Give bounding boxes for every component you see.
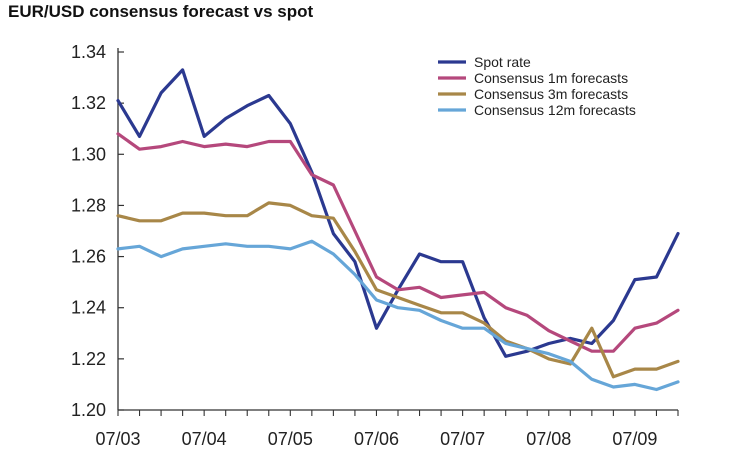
plot-lines (116, 68, 680, 392)
chart-title: EUR/USD consensus forecast vs spot (8, 2, 314, 21)
x-tick-label: 07/04 (182, 429, 227, 449)
x-tick-label: 07/07 (440, 429, 485, 449)
y-tick-label: 1.26 (71, 247, 106, 267)
y-tick-label: 1.34 (71, 42, 106, 62)
legend-label: Spot rate (474, 54, 531, 70)
x-tick-label: 07/09 (612, 429, 657, 449)
y-tick-label: 1.32 (71, 93, 106, 113)
legend-label: Consensus 3m forecasts (474, 86, 628, 102)
legend-label: Consensus 1m forecasts (474, 70, 628, 86)
y-tick-label: 1.24 (71, 298, 106, 318)
y-tick-label: 1.20 (71, 400, 106, 420)
x-tick-label: 07/05 (268, 429, 313, 449)
x-tick-label: 07/03 (95, 429, 140, 449)
x-tick-label: 07/06 (354, 429, 399, 449)
series-line-1 (116, 132, 680, 353)
y-tick-label: 1.22 (71, 349, 106, 369)
y-tick-label: 1.30 (71, 144, 106, 164)
axes: 1.20 1.22 1.24 1.26 1.28 1.30 1.32 1.34 07/03 07/… (71, 42, 679, 449)
x-tick-label: 07/08 (526, 429, 571, 449)
series-line-2 (116, 201, 680, 379)
series-line-3 (116, 239, 680, 392)
y-tick-label: 1.28 (71, 195, 106, 215)
legend-label: Consensus 12m forecasts (474, 102, 636, 118)
